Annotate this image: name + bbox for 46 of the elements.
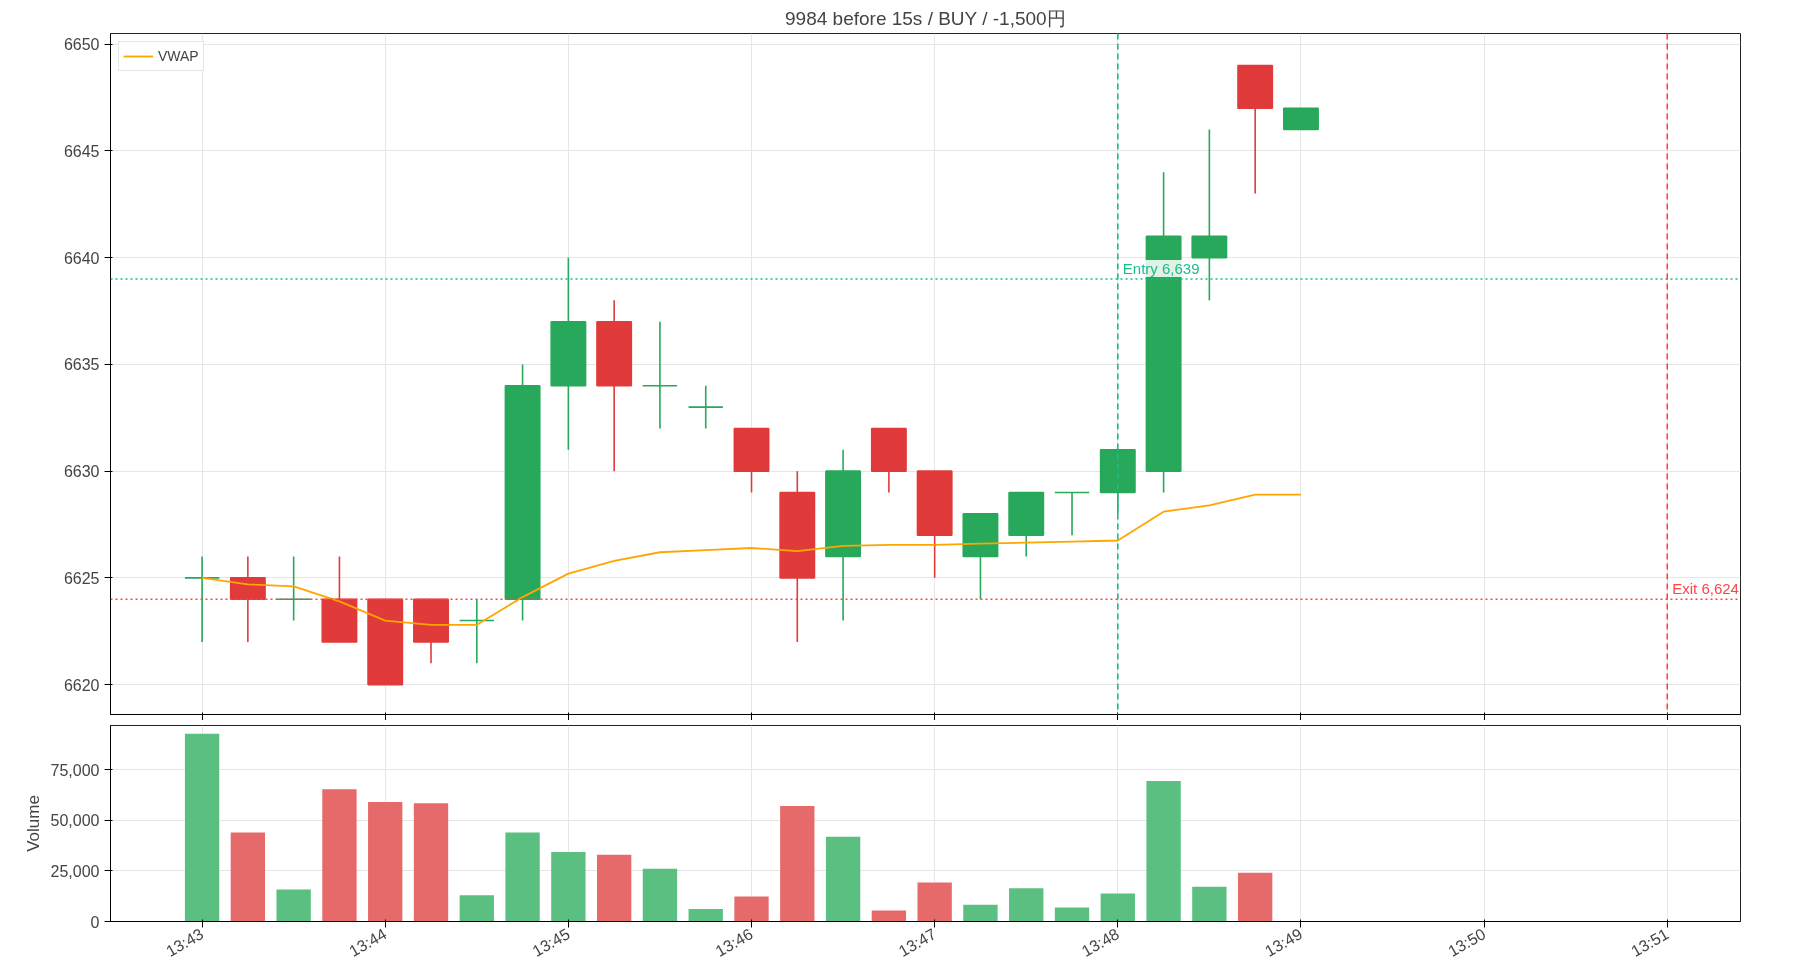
bar [459, 895, 494, 922]
bar [322, 789, 357, 922]
y-tick-label: 6645 [63, 142, 100, 160]
bar [825, 836, 861, 922]
y-tick-label: 50,000 [50, 812, 100, 830]
bar [780, 806, 815, 922]
bar [734, 896, 769, 922]
bar [1100, 893, 1135, 922]
y-tick-label: 6630 [63, 463, 100, 481]
annotation: Exit 6,624 [1672, 580, 1739, 598]
y-tick-label: 6650 [63, 36, 100, 54]
y-tick-label: 25,000 [50, 862, 100, 880]
chart-title: 9984 before 15s / BUY / -1,500円 [785, 7, 1066, 29]
candlestick [275, 555, 312, 622]
bar [413, 803, 449, 922]
bar [917, 882, 952, 922]
candlestick [458, 598, 495, 665]
bar [1192, 886, 1227, 922]
bar [230, 832, 266, 922]
y-tick-label: 0 [90, 913, 100, 931]
annotation: Entry 6,639 [1122, 260, 1200, 277]
bar [184, 733, 220, 922]
bar [963, 904, 998, 922]
y-axis-title: Volume [23, 795, 43, 852]
bar [1237, 872, 1273, 922]
candlestick [1054, 491, 1090, 536]
bar [688, 908, 723, 922]
y-tick-label: 75,000 [50, 761, 100, 779]
y-tick-label: 6635 [63, 356, 100, 374]
bar [1009, 888, 1044, 922]
bar [505, 832, 540, 922]
y-tick-label: 6640 [63, 249, 100, 267]
y-tick-label: 6620 [63, 676, 100, 694]
bar [1146, 781, 1181, 922]
candlestick [184, 555, 221, 643]
y-tick-label: 6625 [63, 569, 100, 587]
bar [1054, 907, 1090, 922]
candlestick [687, 384, 724, 430]
bar [871, 910, 907, 922]
candlestick [641, 320, 678, 430]
bar [642, 868, 678, 922]
bar [551, 851, 586, 922]
bar [276, 889, 311, 922]
bar [368, 801, 403, 922]
bar [596, 854, 632, 922]
legend-label: VWAP [158, 48, 199, 64]
